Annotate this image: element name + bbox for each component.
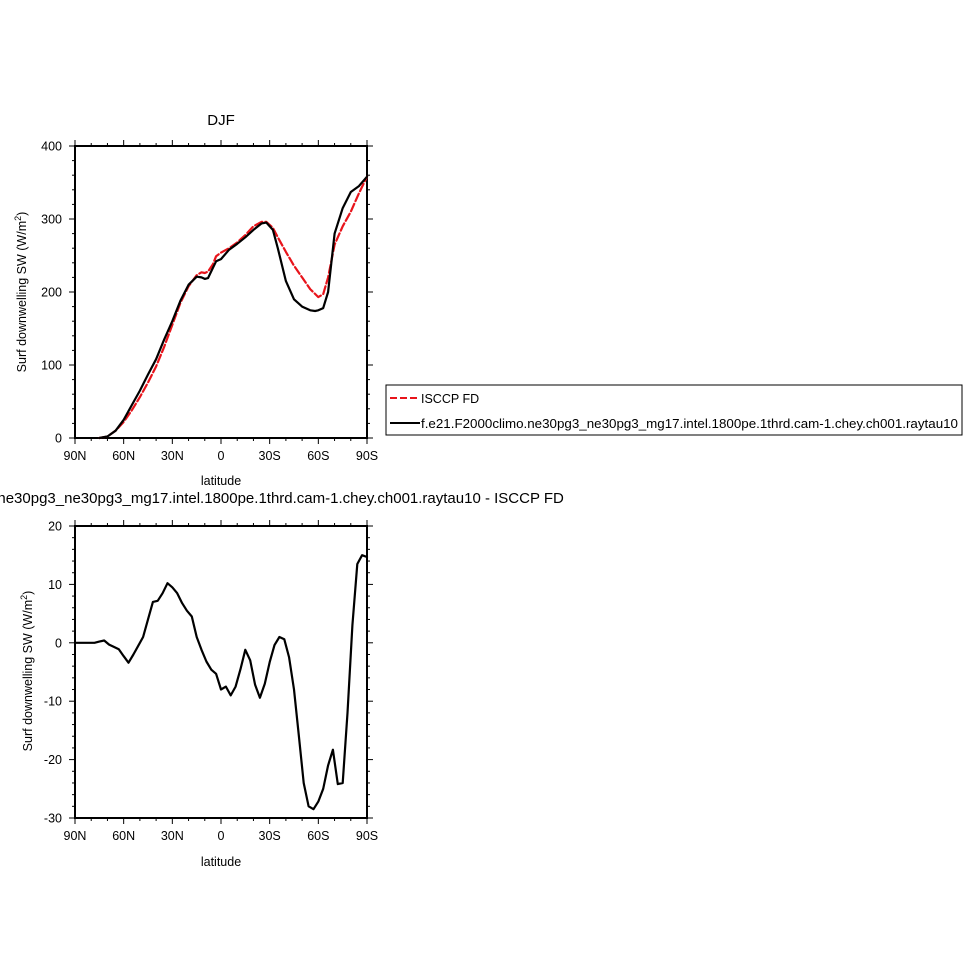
top-y-axis-label: Surf downwelling SW (W/m2) (13, 212, 29, 373)
bottom-plot-frame (74, 525, 368, 819)
top-x-tick-label: 30S (259, 449, 281, 463)
bottom-y-tick-label: 0 (55, 636, 62, 650)
legend-entry-isccp: ISCCP FD (421, 392, 479, 406)
bottom-y-tick-label: 20 (48, 520, 62, 534)
top-y-axis-label-superscript: 2 (13, 216, 23, 221)
bottom-x-tick-label: 60N (112, 829, 135, 843)
bottom-x-tick-label: 0 (218, 829, 225, 843)
bottom-x-tick-label: 90N (64, 829, 87, 843)
bottom-y-tick-label: -30 (44, 812, 62, 826)
bottom-y-axis-label: Surf downwelling SW (W/m2) (19, 591, 35, 752)
top-x-tick-label: 60S (307, 449, 329, 463)
bottom-x-axis-label: latitude (201, 855, 241, 869)
top-x-tick-label: 0 (218, 449, 225, 463)
top-y-tick-label: 400 (41, 140, 62, 154)
top-y-axis-label-close: ) (15, 212, 29, 216)
legend-entry-model: f.e21.F2000climo.ne30pg3_ne30pg3_mg17.in… (421, 417, 958, 431)
bottom-x-tick-label: 30S (259, 829, 281, 843)
bottom-y-tick-label: 10 (48, 578, 62, 592)
bottom-chart-title: f.e21.F2000climo.ne30pg3_ne30pg3_mg17.in… (0, 490, 564, 507)
top-y-tick-label: 0 (55, 432, 62, 446)
top-series-line-2 (98, 175, 369, 440)
bottom-plot-area: 90N 60N 30N 0 30S 60S 90S -30 -20 -10 0 10 20 (44, 520, 378, 844)
top-chart-title: DJF (207, 112, 235, 129)
bottom-x-tick-label: 90S (356, 829, 378, 843)
top-chart-panel: DJF 90N 60N 30N 0 30S 60S 90S 0 100 200 300 400 lat… (13, 112, 378, 488)
top-plot-area: 90N 60N 30N 0 30S 60S 90S 0 100 200 300 400 (41, 140, 378, 464)
top-x-tick-label: 90S (356, 449, 378, 463)
bottom-y-tick-label: -20 (44, 753, 62, 767)
top-x-tick-label: 60N (112, 449, 135, 463)
top-y-tick-label: 200 (41, 286, 62, 300)
top-x-tick-label: 30N (161, 449, 184, 463)
top-series-line-1 (98, 175, 369, 440)
top-y-tick-label: 300 (41, 213, 62, 227)
legend-box (385, 384, 963, 436)
top-x-tick-label: 90N (64, 449, 87, 463)
chart-legend: ISCCP FD f.e21.F2000climo.ne30pg3_ne30pg… (385, 384, 963, 436)
bottom-series-line-1 (73, 554, 369, 811)
bottom-x-tick-label: 60S (307, 829, 329, 843)
bottom-x-tick-label: 30N (161, 829, 184, 843)
bottom-chart-panel: f.e21.F2000climo.ne30pg3_ne30pg3_mg17.in… (0, 490, 564, 869)
top-x-axis-label: latitude (201, 474, 241, 488)
bottom-y-axis-label-close: ) (21, 591, 35, 595)
bottom-y-tick-label: -10 (44, 695, 62, 709)
bottom-y-axis-label-superscript: 2 (19, 595, 29, 600)
top-y-tick-label: 100 (41, 359, 62, 373)
